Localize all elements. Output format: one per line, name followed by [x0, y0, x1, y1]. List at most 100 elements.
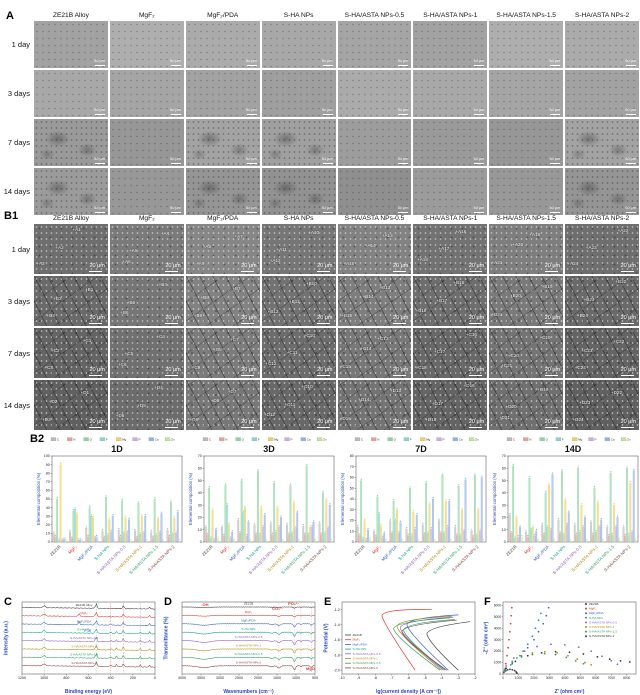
svg-text:1500: 1500 [273, 676, 281, 680]
sem-image-cell: +C4 +C5 +C6 20 μm [108, 327, 185, 379]
scalebar: 50 μm [549, 59, 561, 66]
scalebar-label: 20 μm [392, 315, 409, 322]
scalebar-line [246, 212, 257, 213]
svg-text:ZE21B: ZE21B [505, 544, 518, 557]
scalebar: 20 μm [165, 316, 181, 324]
scalebar: 20 μm [317, 264, 333, 272]
scalebar: 50 μm [625, 108, 636, 115]
svg-text:-8: -8 [374, 676, 377, 680]
sem-point-marker: +B21 [491, 311, 503, 317]
scalebar: 50 μm [549, 157, 561, 164]
scalebar-label: 50 μm [549, 157, 561, 162]
column-header: MgF₂ [138, 12, 155, 19]
scalebar-line [626, 163, 636, 164]
sem-point-marker: +C4 [156, 333, 165, 339]
sem-point-marker: +B10 [305, 281, 317, 286]
micrograph-cell: 50 μm [184, 118, 261, 167]
svg-text:400: 400 [108, 676, 114, 680]
column-header: S-HA/ASTA NPs-0.5 [344, 215, 405, 222]
sem-point-marker: +C22 [613, 338, 625, 344]
scalebar: 50 μm [170, 157, 181, 164]
svg-text:Zn: Zn [475, 438, 479, 442]
sem-image-cell: +B10 +B11 +B12 20 μm [260, 275, 337, 327]
scalebar: 50 μm [549, 206, 561, 213]
edx-bar-chart-7d: C N O F Mg P Ca Zn 7D 0 10 20 30 40 50 60 70 80 Elemental … [338, 434, 488, 596]
svg-text:N: N [377, 438, 379, 442]
svg-text:MgF₂/PDA: MgF₂/PDA [589, 611, 605, 615]
micrograph-cell: 50 μm [564, 69, 640, 118]
scalebar-line [474, 65, 485, 66]
svg-text:Ca: Ca [459, 438, 463, 442]
scalebar-label: 20 μm [241, 315, 257, 322]
sem-point-marker: +A15 [343, 261, 355, 266]
svg-text:-4: -4 [440, 676, 443, 680]
scalebar-label: 20 μm [544, 315, 561, 322]
scalebar-line [468, 270, 482, 272]
column-header: S-HA/ASTA NPs-2 [575, 12, 630, 19]
svg-text:Mg: Mg [426, 438, 430, 442]
svg-text:7D: 7D [415, 444, 427, 454]
scalebar-label: 50 μm [321, 108, 333, 113]
svg-text:-10: -10 [339, 676, 344, 680]
svg-text:S-HA/ASTA NPs-1.5: S-HA/ASTA NPs-1.5 [280, 544, 311, 575]
sem-point-marker: +C24 [574, 365, 586, 370]
scalebar-label: 50 μm [473, 59, 485, 64]
svg-text:MgF₂: MgF₂ [80, 611, 88, 615]
svg-text:S-HA/ASTA NPs-1.5: S-HA/ASTA NPs-1.5 [432, 544, 463, 575]
sem-point-marker: +A8 [202, 243, 212, 249]
sem-image-cell: +A1 +A2 +A3 20 μm [33, 223, 109, 275]
edx-bar-chart-14d: C N O F Mg P Ca Zn 14D 0 10 20 30 40 50 60 70 Elemental c… [490, 434, 640, 596]
svg-text:F: F [258, 438, 260, 442]
svg-text:-7: -7 [390, 676, 393, 680]
svg-text:30: 30 [46, 514, 50, 518]
sem-point-marker: +C11 [286, 350, 298, 355]
sem-point-marker: +B14 [362, 294, 374, 299]
scalebar-line [474, 114, 485, 115]
svg-text:5000: 5000 [577, 676, 584, 680]
svg-text:Potential (V): Potential (V) [324, 623, 330, 653]
svg-text:S-HA/ASTA NPs-2: S-HA/ASTA NPs-2 [71, 661, 97, 665]
scalebar: 50 μm [246, 157, 257, 164]
scalebar: 50 μm [474, 108, 485, 115]
scalebar-label: 20 μm [165, 419, 181, 426]
scalebar-label: 20 μm [317, 367, 333, 374]
sem-point-marker: +D4 [154, 385, 163, 390]
svg-text:0: 0 [48, 540, 50, 544]
scalebar-label: 20 μm [392, 263, 409, 270]
micrograph-cell: 50 μm [412, 20, 489, 69]
svg-text:14D: 14D [565, 444, 582, 454]
scalebar: 20 μm [544, 420, 560, 428]
micrograph-cell: 50 μm [184, 20, 261, 69]
scalebar-line [317, 270, 331, 272]
sem-point-marker: +D8 [210, 398, 220, 403]
scalebar: 50 μm [94, 108, 105, 115]
scalebar-line [474, 163, 485, 164]
svg-text:1000: 1000 [515, 676, 522, 680]
scalebar-line [620, 426, 634, 428]
svg-text:S-HA/ASTA NPs-1.5: S-HA/ASTA NPs-1.5 [235, 652, 263, 656]
svg-text:20: 20 [502, 516, 506, 520]
scalebar: 20 μm [241, 368, 257, 376]
scalebar-line [241, 374, 255, 376]
svg-text:50: 50 [502, 479, 506, 483]
scalebar-label: 20 μm [468, 419, 485, 426]
scalebar-line [392, 426, 406, 428]
sem-point-marker: +D15 [339, 415, 351, 421]
sem-point-marker: +A1 [72, 227, 81, 232]
svg-text:Mg: Mg [274, 438, 278, 442]
svg-text:ZE21B: ZE21B [353, 633, 362, 637]
column-header: S-HA/ASTA NPs-1.5 [496, 215, 556, 222]
scalebar-line [550, 163, 561, 164]
svg-text:S-HA/ASTA NPs-0.5: S-HA/ASTA NPs-0.5 [589, 620, 617, 624]
sem-point-marker: +A20 [512, 241, 523, 247]
scalebar-label: 20 μm [317, 419, 333, 426]
svg-text:3000: 3000 [216, 676, 224, 680]
panel-b2-label: B2 [30, 433, 45, 445]
sem-point-marker: +D6 [115, 413, 125, 418]
scalebar-line [398, 114, 409, 115]
scalebar: 20 μm [620, 264, 636, 272]
scalebar-line [89, 322, 103, 324]
svg-text:4000: 4000 [178, 676, 186, 680]
micrograph-cell: 50 μm [488, 118, 565, 167]
scalebar-line [322, 163, 333, 164]
